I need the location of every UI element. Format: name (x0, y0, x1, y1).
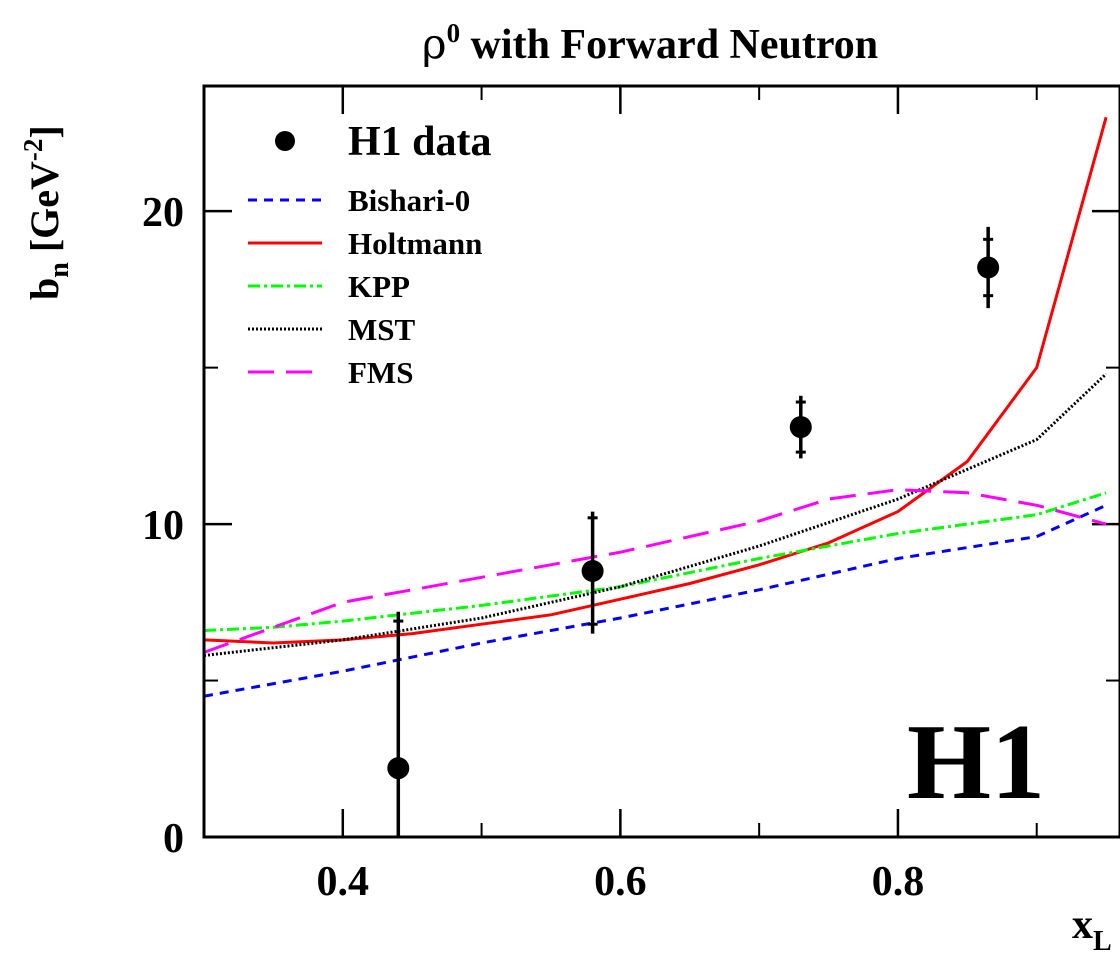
plot-frame (202, 84, 1120, 839)
legend: H1 data Bishari-0 Holtmann KPP MST FMS (248, 119, 492, 390)
y-tick-label: 10 (142, 503, 184, 549)
curve-bishari-0 (203, 503, 1107, 698)
x-tick-label: 0.8 (872, 859, 925, 905)
data-point (977, 256, 1000, 279)
legend-label-fms: FMS (348, 355, 413, 390)
h1-watermark: H1 (907, 703, 1045, 822)
curve-fms (203, 488, 1107, 654)
legend-label-bishari-0: Bishari-0 (348, 183, 470, 218)
data-point (789, 416, 812, 439)
x-tick-label: 0.4 (317, 859, 370, 905)
data-point (387, 757, 410, 780)
model-curves (203, 116, 1108, 698)
x-axis-label: xL (1072, 902, 1112, 957)
y-axis-label: bn [GeV-2] (18, 125, 75, 300)
chart-title: ρ0 with Forward Neutron (422, 18, 878, 68)
curve-holtmann (203, 116, 1108, 645)
legend-marker-h1-data (275, 131, 295, 151)
legend-label-holtmann: Holtmann (348, 226, 482, 261)
legend-label-mst: MST (348, 312, 416, 347)
legend-label-h1-data: H1 data (348, 119, 492, 165)
data-point (581, 560, 604, 583)
x-tick-label: 0.6 (594, 859, 647, 905)
curve-mst (203, 372, 1108, 657)
y-tick-label: 20 (142, 190, 184, 236)
y-tick-label: 0 (163, 816, 184, 862)
legend-label-kpp: KPP (348, 269, 410, 304)
h1-data-points (387, 226, 1000, 837)
curve-kpp (203, 491, 1107, 632)
